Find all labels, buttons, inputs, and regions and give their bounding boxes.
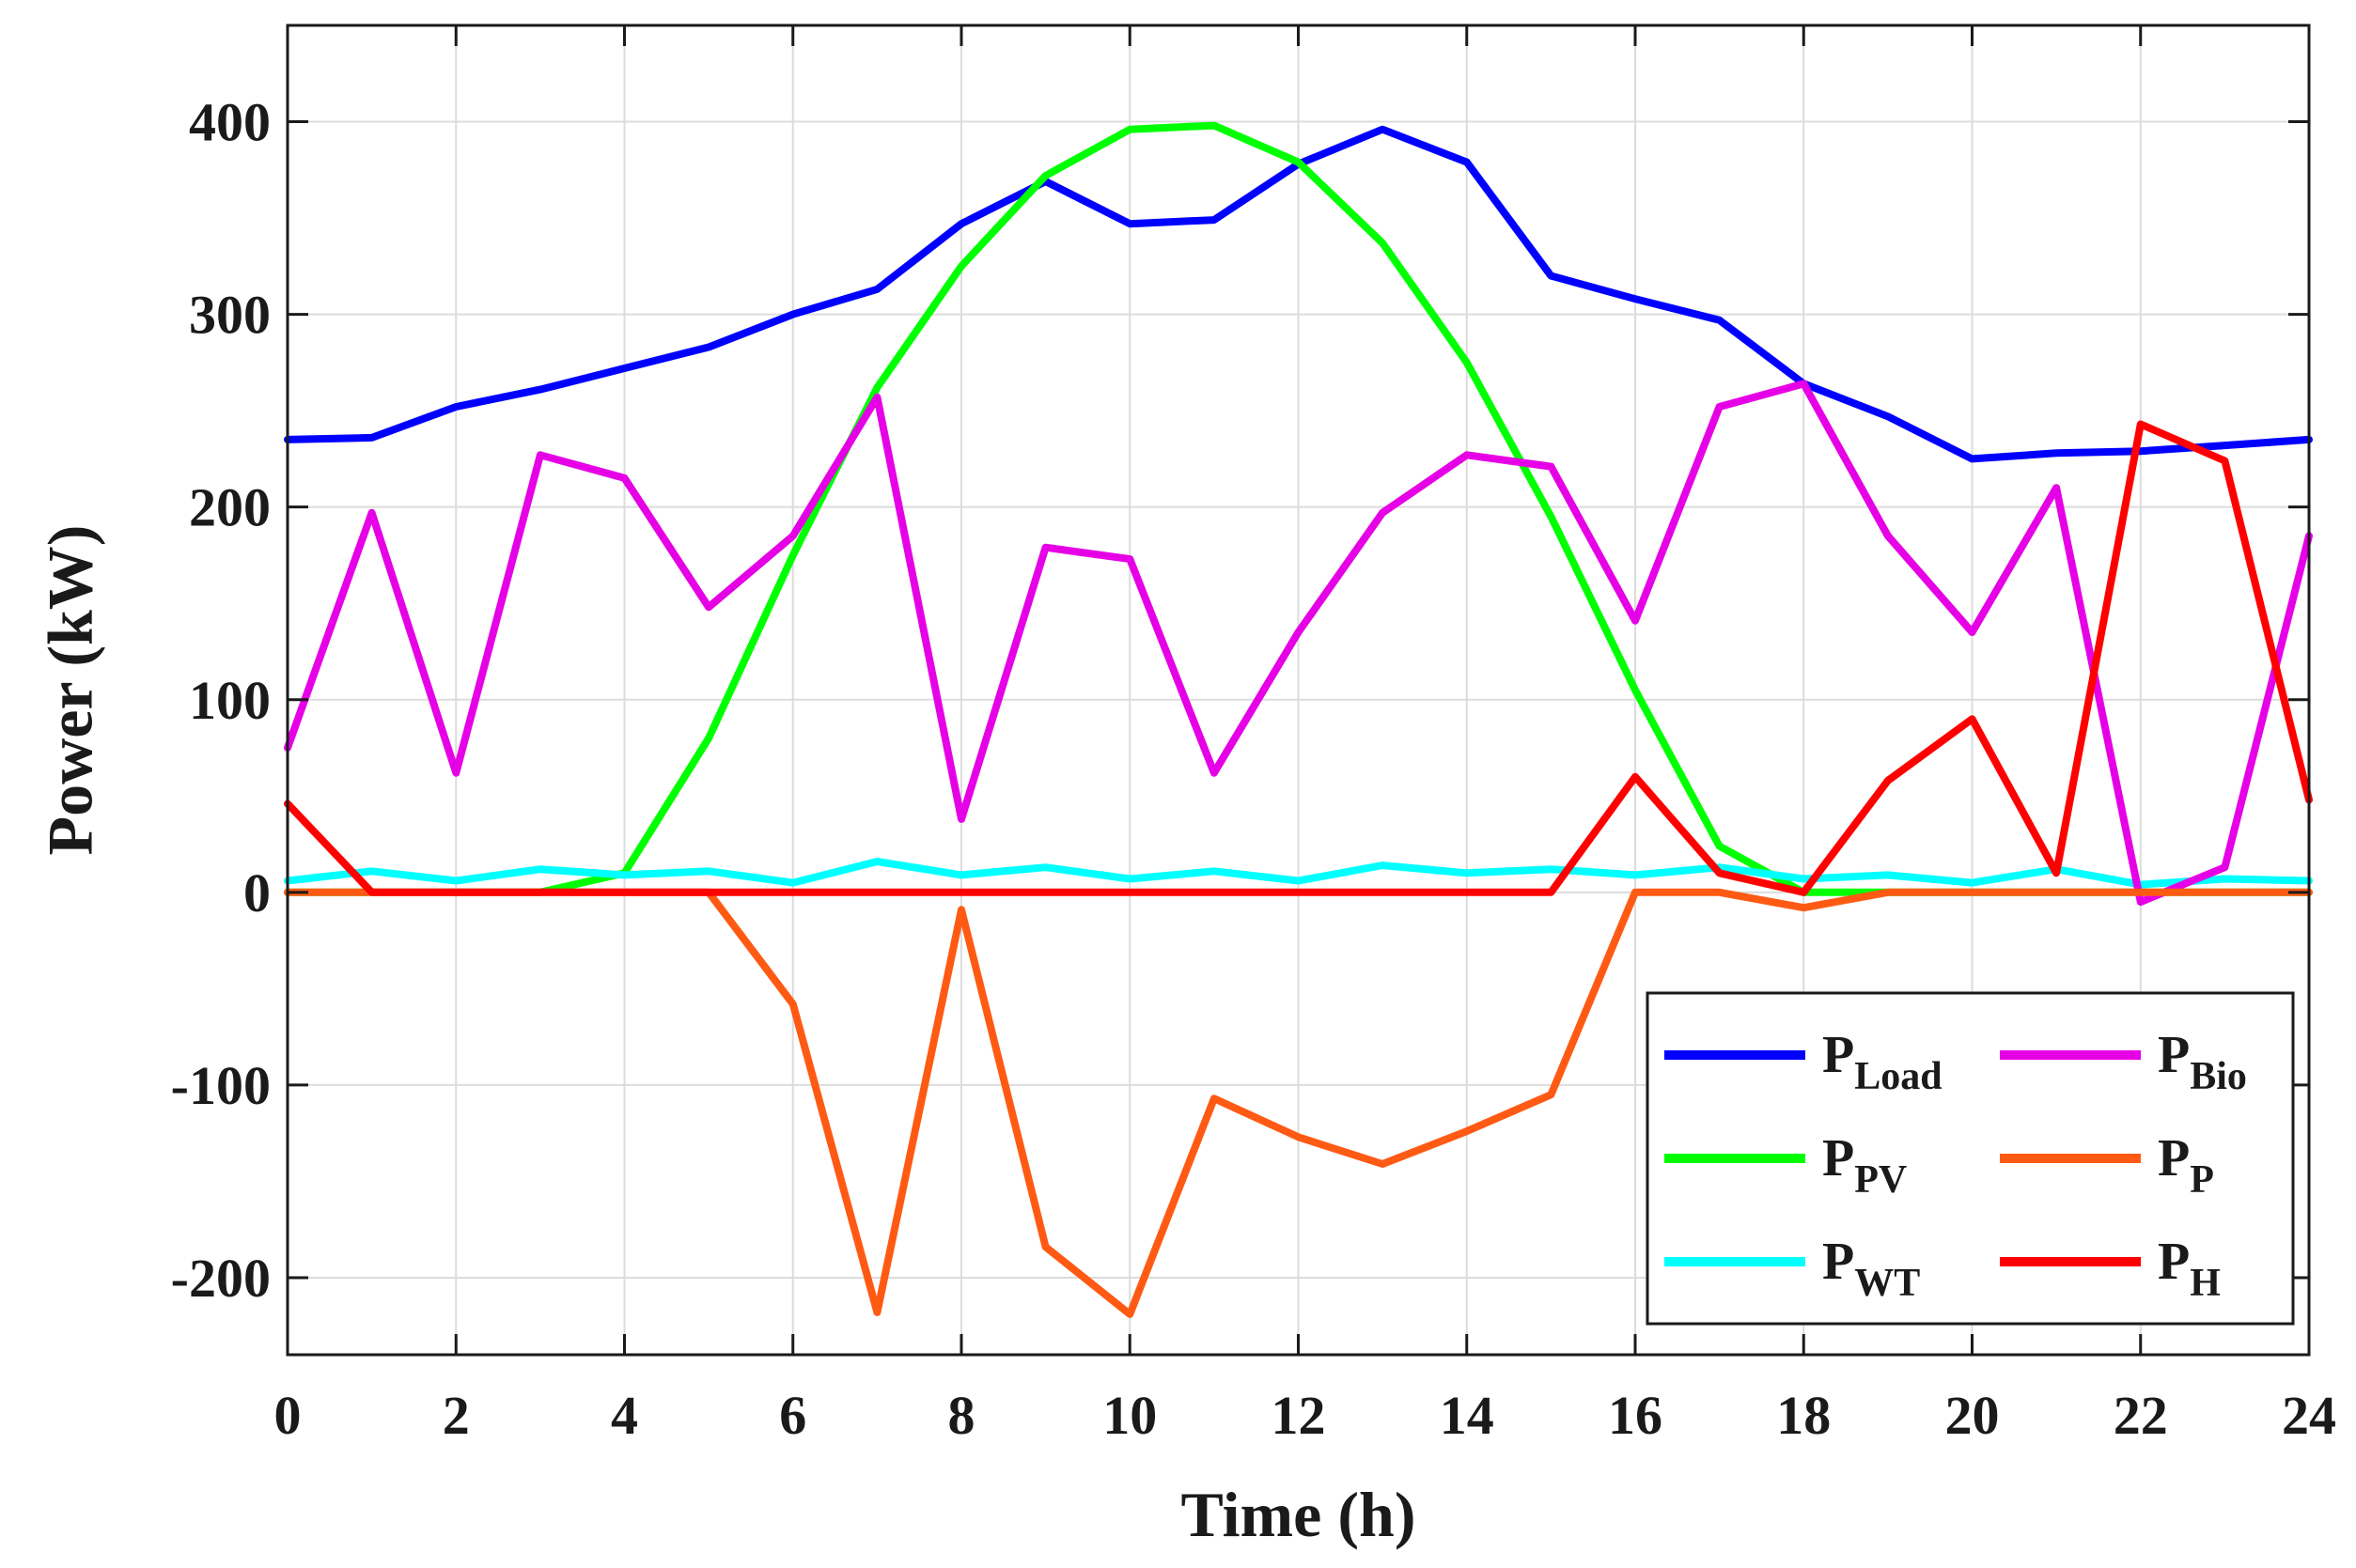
x-tick-label: 2 bbox=[443, 1385, 470, 1446]
x-tick-label: 14 bbox=[1440, 1385, 1494, 1446]
y-tick-label: 0 bbox=[243, 862, 271, 924]
legend-label-bio: PBio bbox=[2158, 1026, 2247, 1098]
x-tick-label: 10 bbox=[1102, 1385, 1157, 1446]
series-lines bbox=[284, 121, 2313, 1318]
y-tick-label: 200 bbox=[189, 477, 271, 538]
x-tick-label: 12 bbox=[1272, 1385, 1326, 1446]
series-line-wt bbox=[284, 858, 2313, 889]
y-tick-label: -200 bbox=[171, 1248, 271, 1309]
legend: PLoad PPV PWT PBio PP PH bbox=[1646, 991, 2295, 1326]
series-line-bio bbox=[284, 380, 2313, 907]
x-tick-label: 22 bbox=[2114, 1385, 2168, 1446]
x-tick-label: 6 bbox=[779, 1385, 806, 1446]
tick-labels: 0 2 4 6 8 10 12 14 16 18 20 22 24-200-10001002003004… bbox=[171, 92, 2336, 1446]
legend-label-pv: PPV bbox=[1822, 1129, 1907, 1202]
axis-ticks bbox=[286, 25, 2311, 1355]
x-tick-label: 24 bbox=[2282, 1385, 2336, 1446]
y-tick-label: 100 bbox=[189, 670, 271, 731]
x-tick-label: 16 bbox=[1608, 1385, 1662, 1446]
y-axis-label: Power (kW) bbox=[35, 525, 106, 856]
x-tick-label: 20 bbox=[1945, 1385, 2000, 1446]
x-tick-label: 8 bbox=[948, 1385, 975, 1446]
x-tick-label: 4 bbox=[611, 1385, 638, 1446]
series-line-h bbox=[284, 420, 2313, 896]
y-tick-label: -100 bbox=[171, 1055, 271, 1116]
x-tick-label: 0 bbox=[274, 1385, 302, 1446]
x-axis-label: Time (h) bbox=[1181, 1479, 1416, 1550]
y-tick-label: 300 bbox=[189, 285, 271, 346]
y-tick-label: 400 bbox=[189, 92, 271, 153]
legend-label-wt: PWT bbox=[1822, 1233, 1920, 1305]
x-tick-label: 18 bbox=[1776, 1385, 1831, 1446]
legend-label-p: PP bbox=[2158, 1129, 2214, 1202]
legend-label-h: PH bbox=[2158, 1233, 2221, 1305]
legend-label-load: PLoad bbox=[1822, 1026, 1943, 1098]
